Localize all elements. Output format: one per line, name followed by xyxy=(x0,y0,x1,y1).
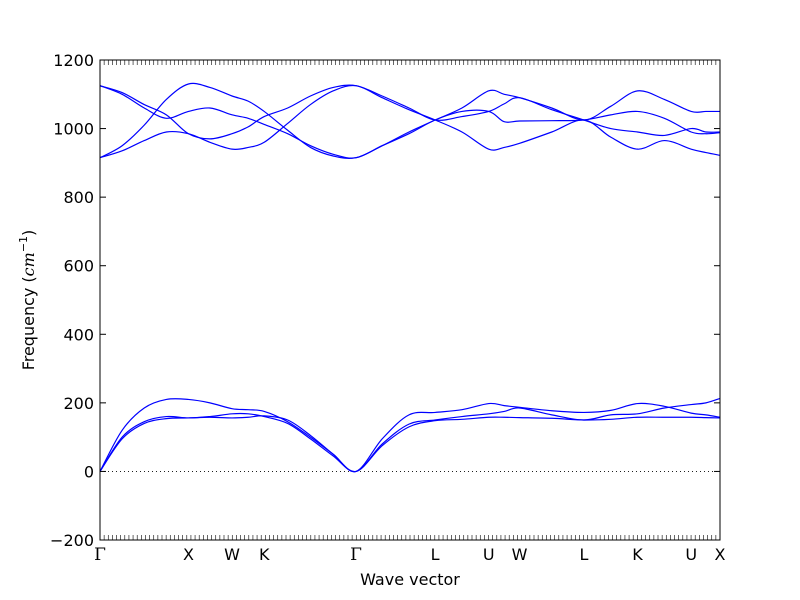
x-tick-label: U xyxy=(685,545,697,564)
y-axis-label: Frequency (cm−1) xyxy=(17,230,38,371)
y-axis-label-exponent: −1 xyxy=(17,236,30,252)
series-line-1 xyxy=(99,412,721,473)
y-tick-label: −200 xyxy=(50,531,94,550)
x-tick-label: X xyxy=(715,545,726,564)
x-tick-label: X xyxy=(183,545,194,564)
series-line-4 xyxy=(99,82,720,160)
x-tick-label: U xyxy=(483,545,495,564)
y-tick-label: 400 xyxy=(63,325,94,344)
y-axis-label-text: Frequency xyxy=(19,288,38,371)
series-lines xyxy=(99,82,721,473)
y-tick-label: 0 xyxy=(84,462,94,481)
x-tick-label: W xyxy=(224,545,240,564)
series-line-2 xyxy=(99,397,721,473)
y-axis-label-unit: cm xyxy=(19,252,38,276)
x-tick-label: L xyxy=(431,545,440,564)
x-tick-label: L xyxy=(579,545,588,564)
x-tick-label: K xyxy=(632,545,643,564)
x-axis-label: Wave vector xyxy=(360,570,460,589)
y-tick-label: 600 xyxy=(63,257,94,276)
y-tick-label: 200 xyxy=(63,394,94,413)
x-tick-label: Γ xyxy=(94,545,106,565)
x-tick-label: W xyxy=(512,545,528,564)
series-line-3 xyxy=(99,398,721,473)
x-tick-label: Γ xyxy=(350,545,362,565)
series-line-6 xyxy=(99,85,721,159)
series-line-7 xyxy=(99,84,721,159)
y-tick-label: 1200 xyxy=(53,51,94,70)
y-tick-label: 800 xyxy=(63,188,94,207)
x-tick-label: K xyxy=(259,545,270,564)
y-tick-label: 1000 xyxy=(53,120,94,139)
